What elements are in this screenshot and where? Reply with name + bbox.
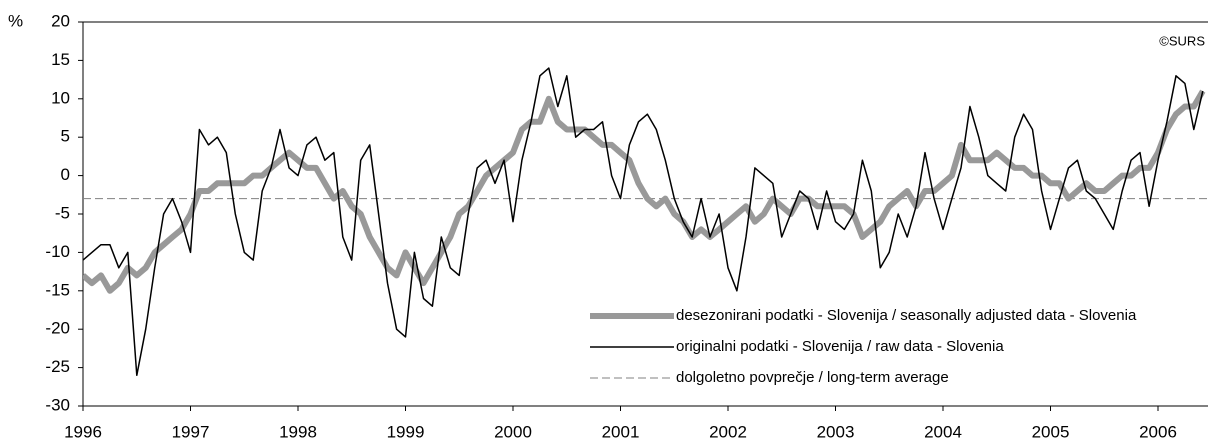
x-tick-label: 2002 [709,422,747,441]
x-tick-label: 1996 [64,422,102,441]
x-tick-label: 2001 [602,422,640,441]
data-line [83,89,1206,294]
y-unit: % [8,11,23,30]
y-tick-label: -15 [45,280,70,299]
x-tick-label: 1997 [172,422,210,441]
y-tick-label: 20 [51,11,70,30]
legend-label: desezonirani podatki - Slovenija / seaso… [676,307,1137,324]
y-tick-label: -5 [55,203,70,222]
x-tick-label: 2000 [494,422,532,441]
y-tick-label: 15 [51,50,70,69]
data-line [83,67,1204,377]
x-tick-label: 1998 [279,422,317,441]
y-tick-label: -30 [45,395,70,414]
y-tick-label: 0 [61,165,70,184]
x-tick-label: 1999 [387,422,425,441]
x-tick-label: 2003 [817,422,855,441]
y-tick-label: -20 [45,319,70,338]
x-tick-label: 2004 [924,422,962,441]
x-tick-label: 2005 [1032,422,1070,441]
source: ©SURS [1159,33,1205,48]
y-tick-label: -25 [45,357,70,376]
x-tick-label: 2006 [1139,422,1177,441]
y-tick-label: 5 [61,127,70,146]
legend-label: dolgoletno povprečje / long-term average [676,369,949,386]
y-tick-label: 10 [51,88,70,107]
legend-label: originalni podatki - Slovenija / raw dat… [676,338,1004,355]
y-tick-label: -10 [45,242,70,261]
